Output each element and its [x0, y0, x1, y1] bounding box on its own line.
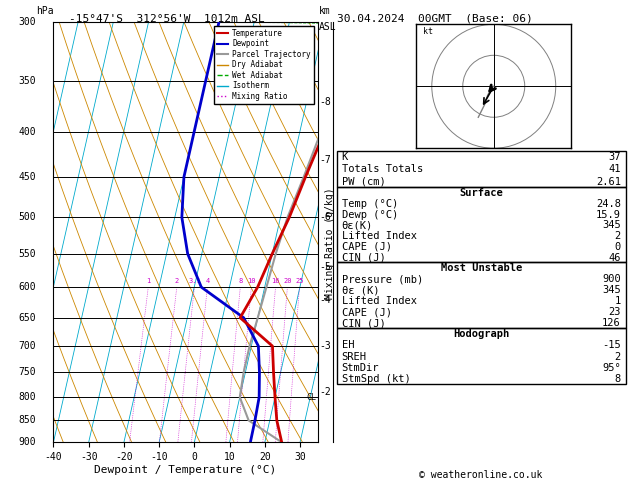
Text: 500: 500 [19, 212, 36, 222]
Text: SREH: SREH [342, 351, 367, 362]
Text: Mixing Ratio (g/kg): Mixing Ratio (g/kg) [325, 187, 335, 299]
Legend: Temperature, Dewpoint, Parcel Trajectory, Dry Adiabat, Wet Adiabat, Isotherm, Mi: Temperature, Dewpoint, Parcel Trajectory… [214, 26, 314, 104]
Text: 2: 2 [615, 351, 621, 362]
Text: 24.8: 24.8 [596, 199, 621, 209]
Text: Dewp (°C): Dewp (°C) [342, 209, 398, 220]
Text: CAPE (J): CAPE (J) [342, 242, 391, 252]
Text: 41: 41 [608, 164, 621, 174]
Text: StmDir: StmDir [342, 363, 379, 373]
Text: 345: 345 [602, 220, 621, 230]
Text: θε (K): θε (K) [342, 285, 379, 295]
Text: Most Unstable: Most Unstable [440, 263, 522, 274]
Text: 4: 4 [205, 278, 209, 284]
Text: 700: 700 [19, 341, 36, 351]
Text: -3: -3 [319, 341, 331, 351]
Text: -2: -2 [319, 387, 331, 398]
Text: 2.61: 2.61 [596, 176, 621, 187]
Text: 2: 2 [175, 278, 179, 284]
Text: -4: -4 [319, 295, 331, 305]
Text: Lifted Index: Lifted Index [342, 296, 416, 306]
Text: 23: 23 [608, 307, 621, 317]
Text: 126: 126 [602, 318, 621, 328]
Text: -15°47'S  312°56'W  1012m ASL: -15°47'S 312°56'W 1012m ASL [69, 14, 265, 24]
Text: 25: 25 [295, 278, 304, 284]
Text: 300: 300 [19, 17, 36, 27]
Text: 16: 16 [271, 278, 280, 284]
Text: -15: -15 [602, 340, 621, 350]
Text: ASL: ASL [319, 22, 337, 32]
Text: EH: EH [342, 340, 354, 350]
Text: 0: 0 [615, 242, 621, 252]
Text: 95°: 95° [602, 363, 621, 373]
Text: 1: 1 [146, 278, 150, 284]
Text: StmSpd (kt): StmSpd (kt) [342, 374, 410, 384]
Text: -5: -5 [319, 262, 331, 273]
Text: 400: 400 [19, 127, 36, 137]
Text: CL: CL [306, 393, 316, 402]
Text: 345: 345 [602, 285, 621, 295]
Text: 800: 800 [19, 392, 36, 402]
Text: Lifted Index: Lifted Index [342, 231, 416, 241]
Text: 850: 850 [19, 416, 36, 425]
Text: 10: 10 [247, 278, 255, 284]
Text: © weatheronline.co.uk: © weatheronline.co.uk [420, 470, 543, 480]
Text: 37: 37 [608, 152, 621, 162]
Text: -6: -6 [319, 212, 331, 222]
Text: Pressure (mb): Pressure (mb) [342, 275, 423, 284]
Text: hPa: hPa [36, 5, 54, 16]
Text: 8: 8 [615, 374, 621, 384]
Text: Surface: Surface [459, 188, 503, 198]
Text: Temp (°C): Temp (°C) [342, 199, 398, 209]
Text: 900: 900 [602, 275, 621, 284]
Text: -7: -7 [319, 155, 331, 165]
Text: kt: kt [423, 27, 433, 35]
Text: θε(K): θε(K) [342, 220, 373, 230]
Text: 750: 750 [19, 367, 36, 378]
Text: PW (cm): PW (cm) [342, 176, 386, 187]
Text: CIN (J): CIN (J) [342, 253, 386, 262]
Text: 2: 2 [615, 231, 621, 241]
Text: Hodograph: Hodograph [453, 329, 509, 339]
Text: 1: 1 [615, 296, 621, 306]
Text: 350: 350 [19, 76, 36, 86]
Text: 8: 8 [238, 278, 242, 284]
Text: 600: 600 [19, 282, 36, 292]
Text: -8: -8 [319, 97, 331, 107]
Text: 650: 650 [19, 312, 36, 323]
Text: 46: 46 [608, 253, 621, 262]
Text: 550: 550 [19, 249, 36, 259]
Text: 15.9: 15.9 [596, 209, 621, 220]
X-axis label: Dewpoint / Temperature (°C): Dewpoint / Temperature (°C) [94, 465, 277, 475]
Text: 30.04.2024  00GMT  (Base: 06): 30.04.2024 00GMT (Base: 06) [337, 14, 532, 24]
Text: 3.1: 3.1 [188, 278, 201, 284]
Text: CAPE (J): CAPE (J) [342, 307, 391, 317]
Text: 20: 20 [283, 278, 292, 284]
Text: Totals Totals: Totals Totals [342, 164, 423, 174]
Text: 900: 900 [19, 437, 36, 447]
Text: 450: 450 [19, 172, 36, 182]
Text: CIN (J): CIN (J) [342, 318, 386, 328]
Text: km: km [319, 5, 331, 16]
Text: K: K [342, 152, 348, 162]
